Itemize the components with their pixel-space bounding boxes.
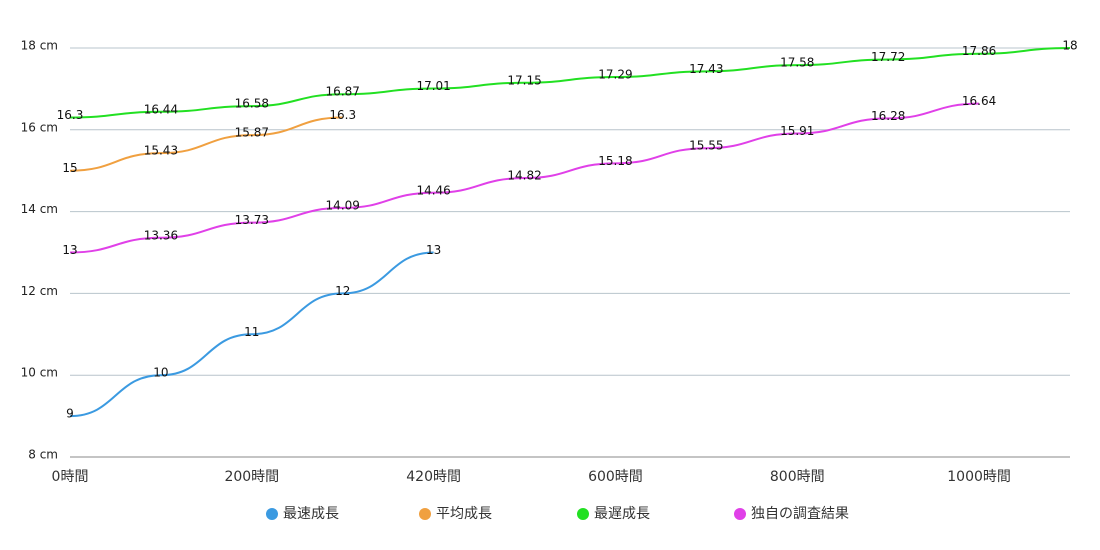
data-label: 16.44 [144,102,178,116]
legend-item: 最遅成長 [577,506,650,522]
data-label: 9 [66,407,74,421]
data-label: 13 [62,243,77,257]
y-tick-label: 18 cm [21,39,58,53]
legend-swatch [266,508,278,520]
data-label: 14.46 [416,183,450,197]
data-label: 15.43 [144,144,178,158]
y-tick-label: 10 cm [21,366,58,380]
data-label: 16.64 [962,94,996,108]
x-tick-label: 600時間 [588,469,643,485]
data-label: 16.28 [871,109,905,123]
x-tick-label: 1000時間 [947,469,1011,485]
data-label: 13.73 [235,213,269,227]
x-tick-label: 420時間 [406,469,461,485]
y-tick-label: 14 cm [21,202,58,216]
data-label: 17.43 [689,62,723,76]
data-label: 16.58 [235,97,269,111]
data-label: 17.86 [962,44,996,58]
data-label: 17.15 [507,73,541,87]
data-label: 17.01 [416,79,450,93]
legend-label: 最速成長 [283,506,339,522]
data-label: 17.58 [780,56,814,70]
data-label: 13 [426,243,441,257]
legend-swatch [577,508,589,520]
data-label: 18 [1062,39,1077,53]
data-label: 12 [335,284,350,298]
legend-item: 独自の調査結果 [734,506,849,522]
legend-swatch [419,508,431,520]
x-tick-label: 0時間 [52,469,89,485]
series-line [69,251,434,418]
data-label: 16.3 [57,108,84,122]
data-label: 14.09 [326,198,360,212]
data-label: 15.18 [598,154,632,168]
legend-item: 最速成長 [266,506,339,522]
series-line [69,47,1071,119]
legend-label: 独自の調査結果 [751,506,849,522]
data-label: 15 [62,161,77,175]
legend-label: 平均成長 [436,506,492,522]
data-label: 15.55 [689,139,723,153]
data-label: 13.36 [144,228,178,242]
series-line [69,102,980,254]
data-label: 15.91 [780,124,814,138]
x-tick-label: 800時間 [770,469,825,485]
y-tick-label: 12 cm [21,284,58,298]
data-label: 16.3 [329,108,356,122]
series-line [69,116,343,172]
legend-swatch [734,508,746,520]
legend-item: 平均成長 [419,506,492,522]
legend-label: 最遅成長 [594,506,650,522]
y-tick-label: 16 cm [21,120,58,134]
data-label: 11 [244,325,259,339]
y-tick-label: 8 cm [28,448,58,462]
data-label: 17.29 [598,68,632,82]
data-label: 15.87 [235,126,269,140]
x-tick-label: 200時間 [224,469,279,485]
data-label: 17.72 [871,50,905,64]
data-label: 16.87 [326,85,360,99]
data-label: 14.82 [507,169,541,183]
data-label: 10 [153,366,168,380]
